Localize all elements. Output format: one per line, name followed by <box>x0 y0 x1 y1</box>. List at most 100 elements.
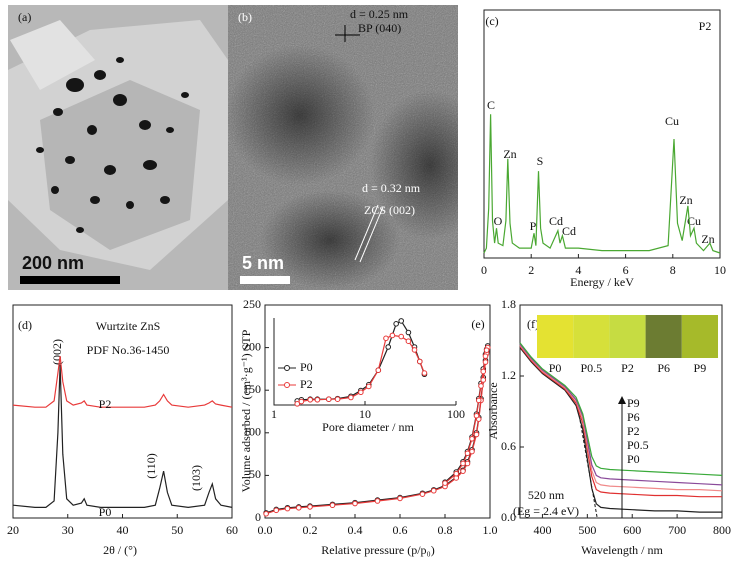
marker <box>397 495 403 502</box>
annotation: Zn <box>679 193 692 207</box>
swatch-label: P6 <box>657 361 670 375</box>
series-line <box>519 342 723 476</box>
y-tick-label: 1.2 <box>501 368 516 382</box>
panel-label: (d) <box>18 318 32 332</box>
legend-label: P0 <box>300 360 313 374</box>
series-line <box>519 344 723 492</box>
annotation: (103) <box>189 465 203 491</box>
x-tick-label: 0.8 <box>438 523 453 537</box>
y-tick-label: 0.0 <box>501 510 516 524</box>
sample-swatch <box>645 315 682 358</box>
marker <box>298 398 305 405</box>
x-tick-label: 500 <box>578 523 596 537</box>
legend-label: P6 <box>627 410 640 424</box>
hrtem-image-b <box>228 5 458 290</box>
y-axis-label: Absorbance <box>486 382 500 439</box>
swatch-label: P0 <box>549 361 562 375</box>
marker <box>375 367 382 374</box>
x-tick-label: 10 <box>714 263 726 277</box>
marker <box>482 353 489 359</box>
annotation: Cu <box>687 214 701 228</box>
annotation: C <box>487 98 495 112</box>
plot-frame <box>483 9 721 259</box>
lattice-label: BP (040) <box>358 21 401 35</box>
marker <box>421 370 428 376</box>
x-tick-label: 40 <box>117 523 129 537</box>
legend-label: P0 <box>627 452 640 466</box>
marker <box>430 487 437 494</box>
marker <box>352 500 358 507</box>
marker <box>482 359 489 365</box>
series-line <box>12 356 233 408</box>
series-line <box>519 343 723 486</box>
series-line <box>265 347 489 515</box>
y-axis-label: Volume adsorbed / (cm³·g⁻¹) STP <box>239 329 253 492</box>
swatch-label: P0.5 <box>580 361 602 375</box>
swatch-label: P2 <box>621 361 634 375</box>
x-axis-label: Wavelength / nm <box>581 543 663 557</box>
marker <box>389 332 396 339</box>
marker <box>473 412 480 419</box>
marker <box>464 460 471 467</box>
annotation: Zn <box>503 147 516 161</box>
marker <box>325 396 332 403</box>
series-line <box>483 114 721 254</box>
annotation: (110) <box>144 453 158 479</box>
x-axis-label: Energy / keV <box>570 275 634 289</box>
plot-frame <box>264 304 491 519</box>
marker <box>460 468 466 474</box>
lattice-label: ZCS (002) <box>364 203 415 217</box>
x-tick-label: 400 <box>533 523 551 537</box>
x-tick-label: 1 <box>271 407 277 421</box>
marker <box>358 389 364 396</box>
sample-swatch <box>609 315 646 358</box>
marker <box>416 358 423 365</box>
y-tick-label: 0.6 <box>501 439 516 453</box>
y-tick-label: 100 <box>243 425 261 439</box>
marker <box>307 504 313 510</box>
sample-swatch <box>537 315 574 358</box>
scale-bar-label: 200 nm <box>22 253 84 273</box>
sample-swatch <box>681 315 718 358</box>
series-label: P0 <box>99 505 112 519</box>
marker <box>284 505 291 512</box>
marker <box>480 368 487 375</box>
marker <box>405 338 412 345</box>
panel-label: (a) <box>18 10 31 24</box>
y-tick-label: 200 <box>243 339 261 353</box>
marker <box>383 335 389 342</box>
x-tick-label: 10 <box>359 407 371 421</box>
legend-marker <box>284 382 290 388</box>
x-tick-label: 700 <box>668 523 686 537</box>
x-tick-label: 4 <box>575 263 581 277</box>
annotation: Zn <box>701 232 714 246</box>
x-axis-label: Pore diameter / nm <box>322 420 414 434</box>
annotation: Wurtzite ZnS <box>96 319 161 333</box>
y-tick-label: 150 <box>243 382 261 396</box>
x-tick-label: 50 <box>171 523 183 537</box>
y-tick-label: 0 <box>255 510 261 524</box>
annotation: Cd <box>549 214 563 228</box>
annotation: 520 nm <box>528 488 565 502</box>
swatch-label: P9 <box>694 361 707 375</box>
x-tick-label: 8 <box>670 263 676 277</box>
x-tick-label: 800 <box>713 523 731 537</box>
annotation: P <box>530 219 537 233</box>
series-line <box>519 346 722 498</box>
x-tick-label: 600 <box>623 523 641 537</box>
legend-label: P2 <box>300 377 313 391</box>
x-axis-label: 2θ / (°) <box>103 543 137 557</box>
x-tick-label: 100 <box>447 407 465 421</box>
plot-frame <box>519 304 723 519</box>
marker <box>464 450 471 457</box>
legend-marker <box>284 365 290 371</box>
x-tick-label: 0.2 <box>303 523 318 537</box>
panel-label: (f) <box>527 317 539 331</box>
x-tick-label: 30 <box>62 523 74 537</box>
marker <box>374 498 381 504</box>
series-line <box>519 347 722 513</box>
panel-label: (b) <box>238 10 252 24</box>
scale-bar-label: 5 nm <box>242 253 284 273</box>
marker <box>411 347 418 353</box>
